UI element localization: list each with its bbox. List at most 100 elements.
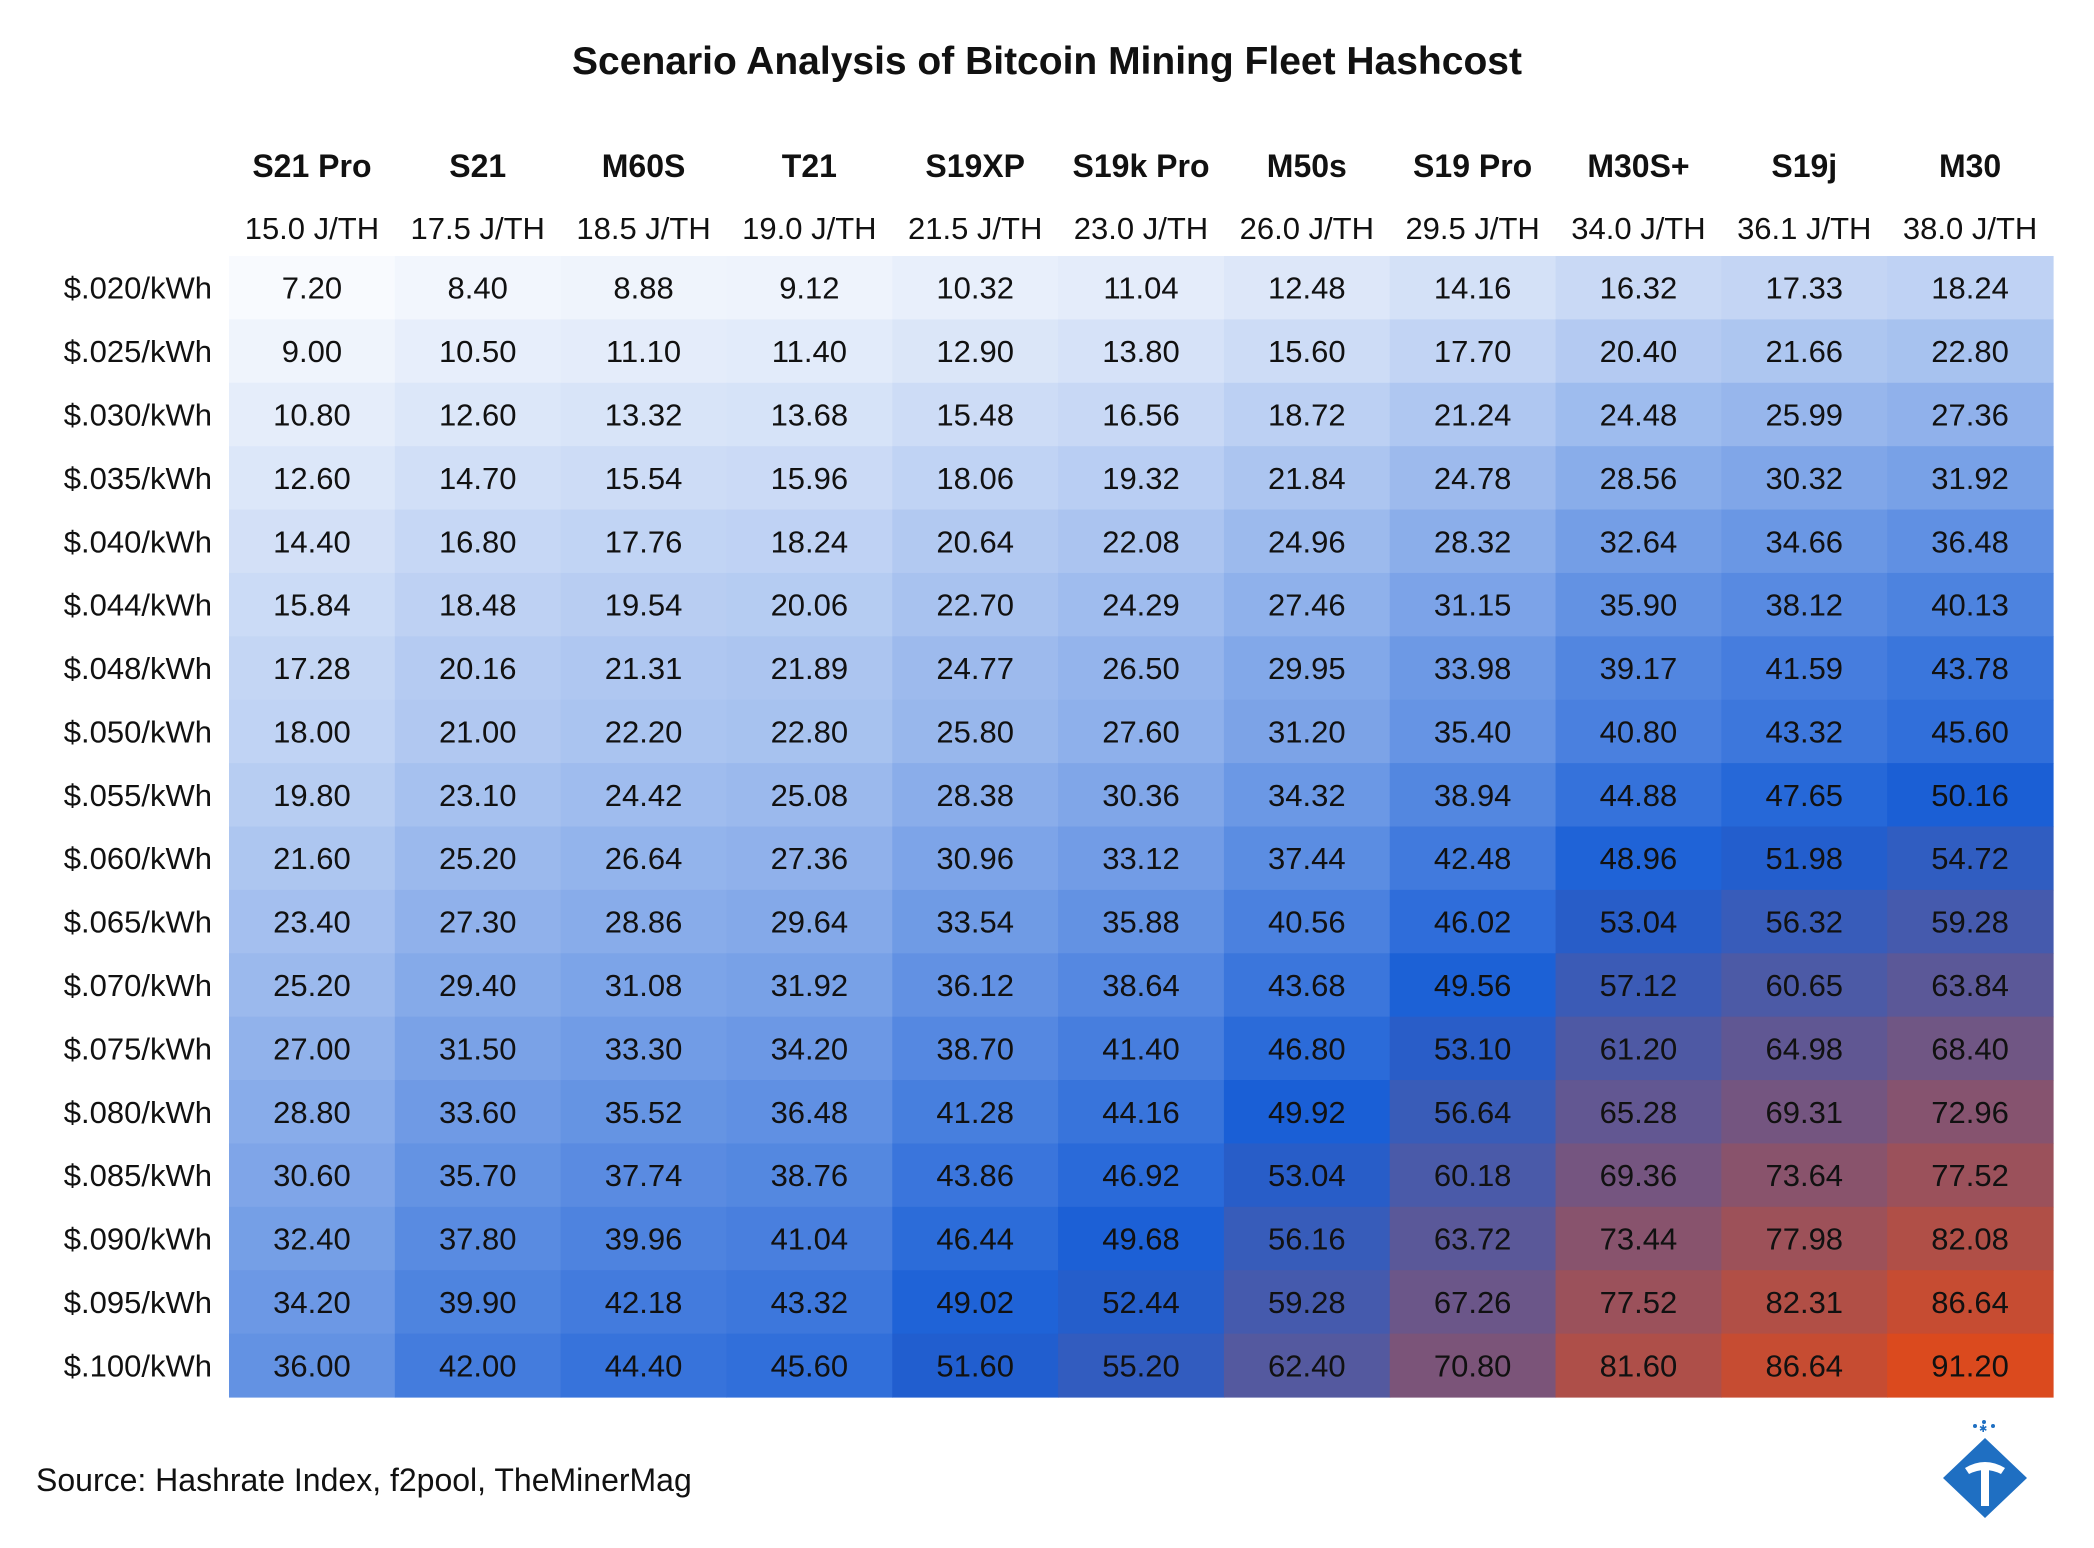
column-header: S19 Pro — [1413, 148, 1532, 184]
heatmap-cell — [892, 953, 1059, 1018]
cell-value-label: 34.20 — [771, 1031, 849, 1066]
cell-value-label: 59.28 — [1268, 1285, 1346, 1320]
heatmap-cell — [394, 953, 562, 1018]
heatmap-cell — [892, 763, 1059, 828]
cell-value-label: 12.48 — [1268, 271, 1346, 306]
cell-value-label: 18.24 — [771, 524, 849, 559]
cell-value-label: 61.20 — [1600, 1031, 1678, 1066]
cell-value-label: 30.96 — [936, 841, 1014, 876]
heatmap-cell — [1721, 1270, 1888, 1335]
cell-value-label: 25.99 — [1765, 397, 1843, 432]
cell-value-label: 43.68 — [1268, 968, 1346, 1003]
heatmap-cell — [1887, 889, 2054, 954]
row-header: $.044/kWh — [64, 588, 212, 623]
cell-value-label: 27.60 — [1102, 714, 1180, 749]
heatmap-cell — [726, 699, 893, 764]
cell-value-label: 29.40 — [439, 968, 517, 1003]
row-header: $.020/kWh — [64, 271, 212, 306]
heatmap-cell — [1721, 636, 1888, 701]
column-header: S19j — [1771, 148, 1837, 184]
heatmap-cell — [560, 1270, 728, 1335]
cell-value-label: 82.31 — [1765, 1285, 1843, 1320]
cell-value-label: 13.80 — [1102, 334, 1180, 369]
heatmap-cell — [1223, 953, 1391, 1018]
cell-value-label: 22.20 — [605, 714, 683, 749]
heatmap-cell — [229, 319, 396, 384]
heatmap-cell — [892, 1270, 1059, 1335]
cell-value-label: 27.30 — [439, 905, 517, 940]
heatmap-cell — [229, 1206, 396, 1271]
heatmap-cell — [560, 826, 728, 891]
column-efficiency-label: 38.0 J/TH — [1903, 211, 2037, 246]
heatmap-cell — [1389, 699, 1557, 764]
heatmap-cell — [1555, 572, 1722, 637]
heatmap-cell — [394, 319, 562, 384]
column-header: S21 Pro — [252, 148, 371, 184]
heatmap-cell — [394, 572, 562, 637]
heatmap-cell — [892, 1143, 1059, 1208]
cell-value-label: 15.96 — [771, 461, 849, 496]
cell-value-label: 18.24 — [1931, 271, 2009, 306]
cell-value-label: 12.60 — [439, 397, 517, 432]
cell-value-label: 17.33 — [1765, 271, 1843, 306]
cell-value-label: 24.78 — [1434, 461, 1512, 496]
heatmap-cell — [229, 953, 396, 1018]
cell-value-label: 14.40 — [273, 524, 351, 559]
cell-value-label: 13.68 — [771, 397, 849, 432]
cell-value-label: 49.68 — [1102, 1222, 1180, 1257]
cell-value-label: 44.40 — [605, 1348, 683, 1383]
cell-value-label: 7.20 — [282, 271, 342, 306]
heatmap-cell — [1887, 1016, 2054, 1081]
heatmap-cell — [560, 382, 728, 447]
heatmap-cell — [1058, 1016, 1225, 1081]
heatmap-cell — [1555, 256, 1722, 320]
heatmap-cell — [394, 1143, 562, 1208]
heatmap-cell — [726, 1270, 893, 1335]
heatmap-cell — [1058, 446, 1225, 511]
heatmap-cell — [394, 1333, 562, 1398]
cell-value-label: 42.18 — [605, 1285, 683, 1320]
cell-value-label: 11.10 — [606, 334, 681, 369]
cell-value-label: 20.64 — [936, 524, 1014, 559]
cell-value-label: 34.32 — [1268, 778, 1346, 813]
cell-value-label: 38.76 — [771, 1158, 849, 1193]
cell-value-label: 28.38 — [936, 778, 1014, 813]
heatmap-cell — [892, 319, 1059, 384]
heatmap-cell — [892, 1206, 1059, 1271]
heatmap-cell — [1058, 256, 1225, 320]
cell-value-label: 17.70 — [1434, 334, 1512, 369]
column-efficiency-label: 36.1 J/TH — [1737, 211, 1871, 246]
row-header: $.090/kWh — [64, 1222, 212, 1257]
heatmap-cell — [1555, 446, 1722, 511]
cell-value-label: 25.08 — [771, 778, 849, 813]
heatmap-cell — [1887, 256, 2054, 320]
heatmap-cell — [892, 446, 1059, 511]
cell-value-label: 21.24 — [1434, 397, 1512, 432]
row-header: $.080/kWh — [64, 1095, 212, 1130]
heatmap-cell — [560, 572, 728, 637]
heatmap-cell — [394, 256, 562, 320]
cell-value-label: 11.40 — [772, 334, 847, 369]
cell-value-label: 11.04 — [1103, 271, 1178, 306]
heatmap-cell — [1389, 446, 1557, 511]
heatmap-cell — [229, 1016, 396, 1081]
cell-value-label: 67.26 — [1434, 1285, 1512, 1320]
row-header: $.040/kWh — [64, 524, 212, 559]
heatmap-cell — [229, 1333, 396, 1398]
cell-value-label: 42.48 — [1434, 841, 1512, 876]
cell-value-label: 21.00 — [439, 714, 517, 749]
heatmap-cell — [394, 1080, 562, 1145]
heatmap-cell — [1721, 1016, 1888, 1081]
cell-value-label: 8.40 — [448, 271, 508, 306]
heatmap-cell — [560, 763, 728, 828]
heatmap-cell — [1887, 382, 2054, 447]
cell-value-label: 36.12 — [936, 968, 1014, 1003]
heatmap-cell — [229, 889, 396, 954]
cell-value-label: 69.31 — [1765, 1095, 1843, 1130]
heatmap-cell — [229, 636, 396, 701]
cell-value-label: 21.31 — [605, 651, 683, 686]
row-header: $.060/kWh — [64, 841, 212, 876]
heatmap-cell — [1223, 1333, 1391, 1398]
heatmap-cell — [229, 699, 396, 764]
